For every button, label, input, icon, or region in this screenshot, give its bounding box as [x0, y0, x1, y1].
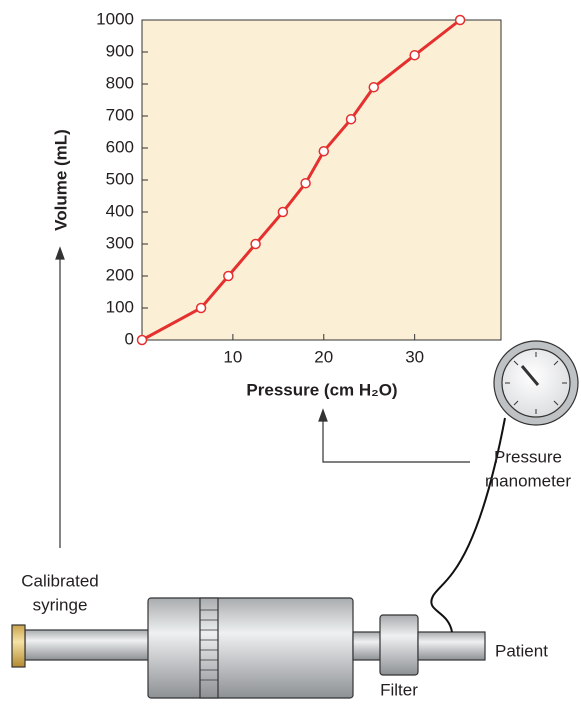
apparatus	[11, 246, 579, 699]
gauge-hose	[430, 417, 506, 633]
syringe-label: syringe	[33, 595, 88, 614]
manometer-label: manometer	[485, 471, 571, 490]
data-point	[300, 177, 311, 189]
x-tick-label: 20	[314, 347, 333, 366]
syringe-barrel	[147, 597, 354, 699]
y-tick-label: 0	[125, 329, 134, 348]
gauge-needle	[520, 365, 540, 386]
data-point	[454, 14, 466, 26]
plot-area	[141, 19, 502, 341]
y-tick-label: 600	[106, 137, 134, 156]
plunger-knob	[11, 624, 26, 668]
x-axis-label: Pressure (cm H₂O)	[246, 380, 397, 399]
syringe-ring	[199, 597, 219, 699]
data-point	[136, 334, 148, 346]
manometer-label: Pressure	[494, 447, 562, 466]
y-tick-label: 900	[106, 41, 134, 60]
y-tick-label: 200	[106, 265, 134, 284]
patient-tube	[417, 631, 486, 661]
y-axis-label: Volume (mL)	[51, 129, 70, 231]
data-point	[409, 49, 420, 61]
y-tick-label: 300	[106, 233, 134, 252]
arrow-head	[318, 408, 328, 422]
patient-label: Patient	[495, 641, 548, 660]
data-point	[250, 238, 261, 250]
data-point	[195, 302, 207, 314]
syringe-label: Calibrated	[21, 571, 99, 590]
y-tick-label: 700	[106, 105, 134, 124]
x-tick-label: 10	[223, 347, 242, 366]
y-tick-label: 100	[106, 297, 134, 316]
data-point	[345, 113, 357, 125]
data-point	[277, 206, 289, 218]
chart: 0 100 200 300 400 500 600 700 800 900 1000 10 20 30	[96, 9, 502, 366]
data-point	[223, 270, 234, 282]
filter-label: Filter	[380, 680, 418, 699]
plunger-rod	[24, 629, 151, 661]
y-tick-label: 1000	[96, 9, 134, 28]
y-tick-label: 400	[106, 201, 134, 220]
data-point	[368, 81, 380, 93]
nozzle	[352, 631, 382, 661]
y-tick-label: 800	[106, 73, 134, 92]
x-tick-label: 30	[405, 347, 424, 366]
data-point	[318, 145, 330, 157]
y-tick-label: 500	[106, 169, 134, 188]
arrow-head	[55, 246, 65, 260]
filter	[379, 614, 419, 676]
arrow-line	[322, 420, 470, 463]
